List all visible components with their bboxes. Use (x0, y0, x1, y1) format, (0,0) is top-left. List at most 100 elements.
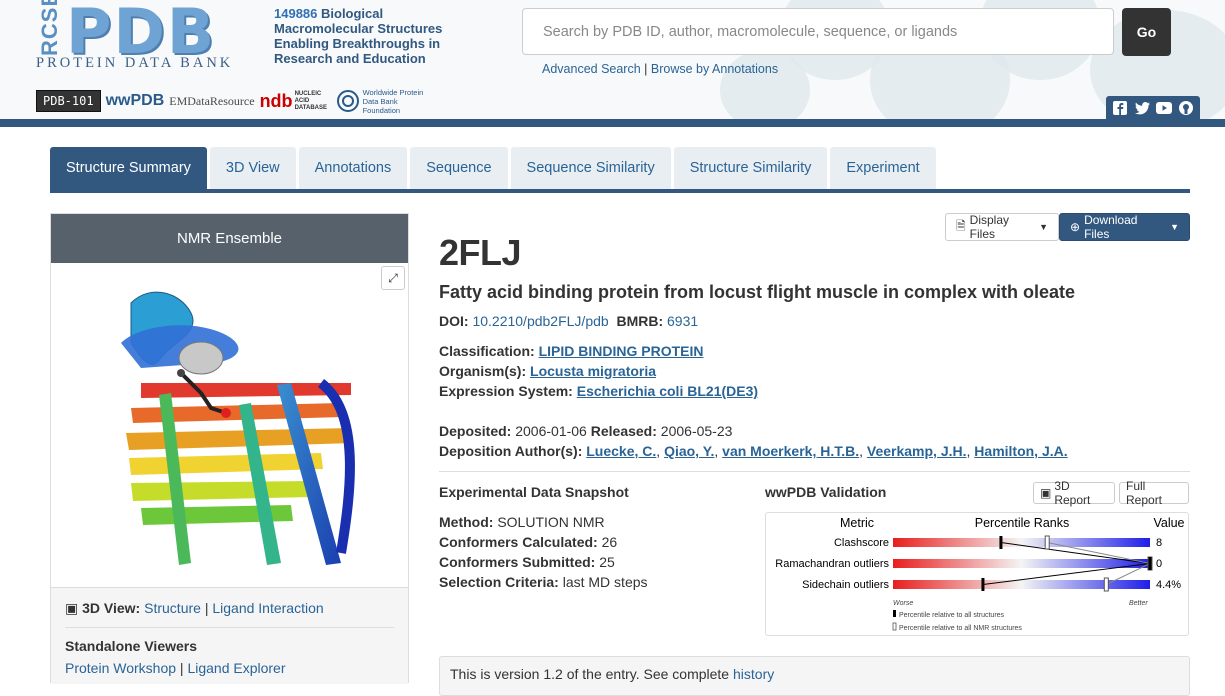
percentile-bar (893, 559, 1150, 568)
protein-ribbon-illustration (121, 291, 355, 565)
better-label: Better (1129, 600, 1148, 607)
structure-link[interactable]: Structure (144, 600, 201, 616)
tab-3d-view[interactable]: 3D View (209, 147, 296, 189)
author-link[interactable]: Luecke, C. (586, 443, 657, 459)
3d-report-label: 3D Report (1054, 479, 1091, 507)
download-files-label: Download Files (1084, 213, 1138, 241)
tab-structure-similarity[interactable]: Structure Similarity (673, 147, 828, 189)
youtube-icon[interactable] (1155, 100, 1173, 116)
validation-heading: wwPDB Validation (765, 484, 887, 500)
3d-report-button[interactable]: ▣ 3D Report (1033, 479, 1115, 507)
expand-icon[interactable]: ⤢ (381, 266, 405, 290)
section-divider (439, 471, 1190, 472)
search-input[interactable] (523, 9, 1123, 54)
facebook-icon[interactable] (1111, 100, 1129, 116)
organism-row: Organism(s): Locusta migratoria (439, 363, 656, 379)
structure-count[interactable]: 149886 (274, 6, 318, 21)
selection-criteria-row: Selection Criteria: last MD steps (439, 574, 648, 590)
tab-structure-summary[interactable]: Structure Summary (50, 147, 207, 189)
tab-experiment[interactable]: Experiment (830, 147, 936, 189)
organism-link[interactable]: Locusta migratoria (530, 363, 657, 379)
ligand-interaction-link[interactable]: Ligand Interaction (212, 600, 324, 616)
deposited-label: Deposited: (439, 423, 512, 439)
tab-sequence[interactable]: Sequence (410, 147, 508, 189)
rcsb-logo[interactable]: RCSB (37, 0, 62, 56)
3d-view-row: ▣ 3D View: Structure | Ligand Interactio… (65, 600, 394, 617)
standalone-viewers-heading: Standalone Viewers (65, 638, 198, 654)
search-box (522, 8, 1123, 55)
download-files-button[interactable]: ⊕ Download Files ▼ (1059, 213, 1190, 241)
tab-annotations[interactable]: Annotations (298, 147, 408, 189)
full-report-button[interactable]: Full Report (1119, 479, 1189, 507)
download-icon: ⊕ (1070, 220, 1081, 234)
metric-label: Ramachandran outliers (775, 558, 889, 570)
display-files-label: Display Files (969, 213, 1010, 241)
structure-image[interactable]: ⤢ (51, 263, 408, 588)
cube-icon: ▣ (1040, 486, 1052, 500)
twitter-icon[interactable] (1133, 100, 1151, 116)
doi-label: DOI: (439, 313, 469, 329)
ndb-logo[interactable]: ndb NUCLEIC ACID DATABASE (260, 90, 331, 112)
selection-criteria-value: last MD steps (562, 574, 648, 590)
classification-link[interactable]: LIPID BINDING PROTEIN (538, 343, 704, 359)
wwpdb-foundation-logo[interactable]: Worldwide Protein Data Bank Foundation (336, 88, 433, 115)
protein-workshop-link[interactable]: Protein Workshop (65, 660, 177, 676)
emdataresource-logo[interactable]: EMDataResource (169, 93, 255, 108)
standalone-link-separator: | (179, 660, 184, 676)
author-link[interactable]: Qiao, Y. (664, 443, 715, 459)
expression-row: Expression System: Escherichia coli BL21… (439, 383, 758, 399)
panel-heading: NMR Ensemble (51, 214, 408, 263)
validation-slider-graphic[interactable]: Metric Percentile Ranks Value Clashscore… (765, 512, 1189, 636)
method-value: SOLUTION NMR (497, 514, 605, 530)
tab-sequence-similarity[interactable]: Sequence Similarity (510, 147, 671, 189)
version-text: This is version 1.2 of the entry. See co… (450, 666, 733, 682)
authors-row: Deposition Author(s): Luecke, C., Qiao, … (439, 443, 1068, 459)
pdb-logo[interactable]: PDB (66, 0, 217, 68)
search-link-separator: | (644, 62, 648, 76)
percentile-all-marker (981, 578, 985, 591)
history-link[interactable]: history (733, 666, 775, 682)
legend-nmr-marker (892, 622, 897, 631)
conformers-calculated-label: Conformers Calculated: (439, 534, 598, 550)
standalone-links: Protein Workshop | Ligand Explorer (65, 660, 286, 676)
author-link[interactable]: Veerkamp, J.H. (866, 443, 967, 459)
caret-down-icon: ▼ (1039, 222, 1048, 232)
classification-label: Classification: (439, 343, 535, 359)
tagline: 149886 Biological Macromolecular Structu… (274, 6, 464, 66)
percentile-bar (893, 538, 1150, 547)
value-column-header: Value (1153, 516, 1184, 530)
structure-image-panel: NMR Ensemble ⤢ (50, 213, 409, 684)
conformers-submitted-label: Conformers Submitted: (439, 554, 596, 570)
doi-link[interactable]: 10.2210/pdb2FLJ/pdb (472, 313, 609, 329)
structure-title: Fatty acid binding protein from locust f… (439, 282, 1076, 302)
percentile-nmr-marker (1103, 577, 1109, 592)
author-link[interactable]: van Moerkerk, H.T.B. (722, 443, 860, 459)
display-files-button[interactable]: 🗎 Display Files ▼ (945, 213, 1059, 241)
classification-row: Classification: LIPID BINDING PROTEIN (439, 343, 704, 359)
dates-row: Deposited: 2006-01-06 Released: 2006-05-… (439, 423, 732, 439)
github-icon[interactable] (1177, 100, 1195, 116)
wwpdb-logo[interactable]: wwPDB (105, 92, 165, 109)
metric-label: Sidechain outliers (802, 579, 889, 591)
percentile-nmr-marker (1044, 535, 1050, 550)
percentile-all-marker (999, 536, 1003, 549)
search-links: Advanced Search | Browse by Annotations (542, 62, 778, 76)
percentile-bar (893, 580, 1150, 589)
bmrb-label: BMRB: (616, 313, 664, 329)
legend-nmr-label: Percentile relative to all NMR structure… (899, 625, 1022, 632)
ligand-explorer-link[interactable]: Ligand Explorer (187, 660, 286, 676)
tagline-text: Biological Macromolecular Structures Ena… (274, 6, 443, 66)
bmrb-link[interactable]: 6931 (667, 313, 699, 329)
deposited-date: 2006-01-06 (515, 423, 587, 439)
pdb101-logo[interactable]: PDB-101 (36, 90, 101, 112)
author-link[interactable]: Hamilton, J.A. (974, 443, 1068, 459)
social-links (1106, 96, 1200, 120)
wwpdb-foundation-icon (336, 90, 359, 112)
expression-link[interactable]: Escherichia coli BL21(DE3) (576, 383, 759, 399)
advanced-search-link[interactable]: Advanced Search (542, 62, 641, 76)
browse-annotations-link[interactable]: Browse by Annotations (650, 62, 779, 76)
header-bar (0, 119, 1225, 127)
3d-view-label: 3D View: (82, 600, 141, 616)
ligand-oleate (177, 341, 231, 418)
go-button[interactable]: Go (1122, 8, 1171, 56)
